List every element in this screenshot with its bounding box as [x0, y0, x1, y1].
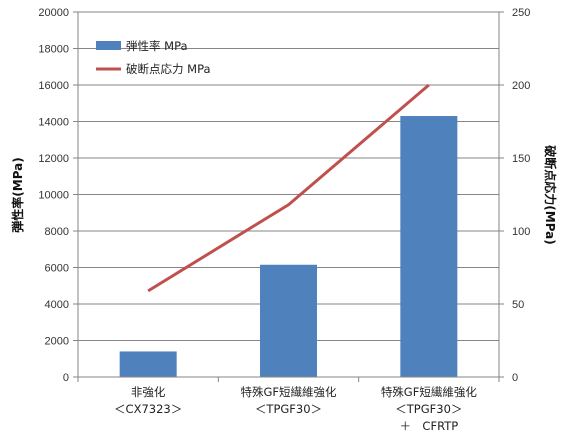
bar-series: [119, 116, 458, 378]
category-label: 非強化＜CX7323＞: [114, 385, 182, 416]
right-tick-label: 0: [512, 372, 518, 384]
axes: [77, 12, 500, 382]
left-tick-label: 6000: [45, 263, 69, 275]
category-labels: 非強化＜CX7323＞ 特殊GF短繊維強化＜TPGF30＞ 特殊GF短繊維強化＜TP…: [114, 385, 477, 433]
left-tick-label: 0: [63, 372, 69, 384]
left-axis-ticks: 0 2000 4000 6000 8000 10000 12000 14000 16000 180…: [38, 7, 78, 384]
left-tick-label: 8000: [45, 226, 69, 238]
bar: [400, 116, 458, 378]
right-tick-label: 250: [512, 7, 530, 19]
left-tick-label: 4000: [45, 299, 69, 311]
legend-label-bar: 弾性率 MPa: [126, 39, 188, 53]
left-tick-label: 12000: [38, 153, 69, 165]
left-axis-title: 弾性率(MPa): [10, 157, 25, 232]
category-label: 特殊GF短繊維強化＜TPGF30＞＋ CFRTP: [381, 385, 478, 433]
right-axis-ticks: 0 50 100 150 200 250: [499, 7, 530, 384]
right-tick-label: 200: [512, 80, 530, 92]
category-label: 特殊GF短繊維強化＜TPGF30＞: [240, 385, 337, 416]
left-tick-label: 18000: [38, 44, 69, 56]
right-tick-label: 150: [512, 153, 530, 165]
left-tick-label: 14000: [38, 117, 69, 129]
legend: 弾性率 MPa 破断点応力 MPa: [96, 39, 211, 76]
left-tick-label: 2000: [45, 336, 69, 348]
stress-line: [147, 83, 430, 293]
right-axis-title: 破断点応力(MPa): [543, 145, 558, 244]
left-tick-label: 20000: [38, 7, 69, 19]
line-series: [147, 83, 430, 293]
gridlines: [78, 11, 499, 341]
left-tick-label: 10000: [38, 190, 69, 202]
bar: [119, 351, 177, 377]
right-tick-label: 50: [512, 299, 524, 311]
right-tick-label: 100: [512, 226, 530, 238]
bar: [260, 264, 317, 377]
legend-label-line: 破断点応力 MPa: [126, 62, 211, 76]
left-tick-label: 16000: [38, 80, 69, 92]
legend-swatch-bar: [96, 41, 121, 50]
